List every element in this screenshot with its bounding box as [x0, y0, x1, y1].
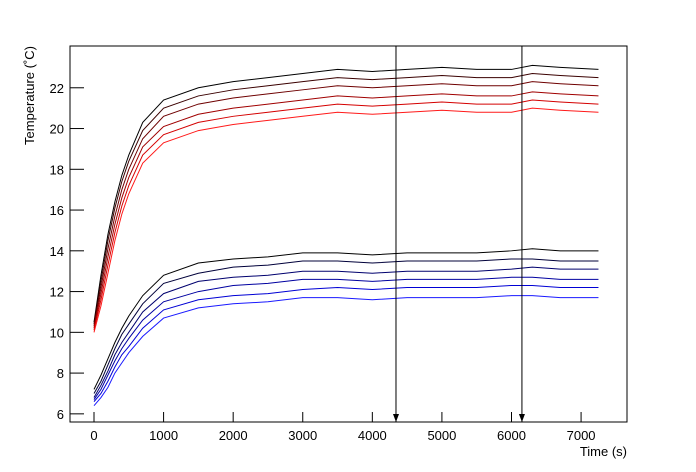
x-tick-label: 2000 — [219, 428, 248, 443]
data-line — [93, 64, 599, 323]
x-tick-label: 4000 — [358, 428, 387, 443]
y-tick-label: 20 — [50, 122, 64, 137]
y-tick-label: 22 — [50, 81, 64, 96]
arrow-head — [392, 414, 399, 422]
data-line — [93, 295, 599, 407]
plot-frame — [69, 45, 628, 423]
arrow-head — [518, 414, 525, 422]
y-tick-label: 14 — [50, 244, 64, 259]
x-tick-label: 5000 — [427, 428, 456, 443]
y-tick-label: 10 — [50, 325, 64, 340]
data-line — [93, 81, 599, 327]
data-line — [93, 258, 599, 394]
data-line — [93, 248, 599, 390]
y-axis-label: Temperature (˚C) — [22, 46, 37, 145]
x-axis-label: Time (s) — [580, 444, 627, 459]
data-line — [93, 276, 599, 400]
y-tick-label: 8 — [57, 366, 64, 381]
x-tick-label: 6000 — [497, 428, 526, 443]
y-tick-label: 16 — [50, 203, 64, 218]
x-tick-label: 7000 — [567, 428, 596, 443]
x-tick-label: 1000 — [149, 428, 178, 443]
y-tick-label: 18 — [50, 162, 64, 177]
y-tick-label: 12 — [50, 285, 64, 300]
data-line — [93, 99, 599, 331]
data-line — [93, 284, 599, 402]
data-line — [93, 73, 599, 325]
x-tick-label: 3000 — [288, 428, 317, 443]
data-line — [93, 91, 599, 329]
data-line — [93, 107, 599, 333]
x-tick-label: 0 — [90, 428, 97, 443]
y-tick-label: 6 — [57, 407, 64, 422]
data-line — [93, 266, 599, 398]
